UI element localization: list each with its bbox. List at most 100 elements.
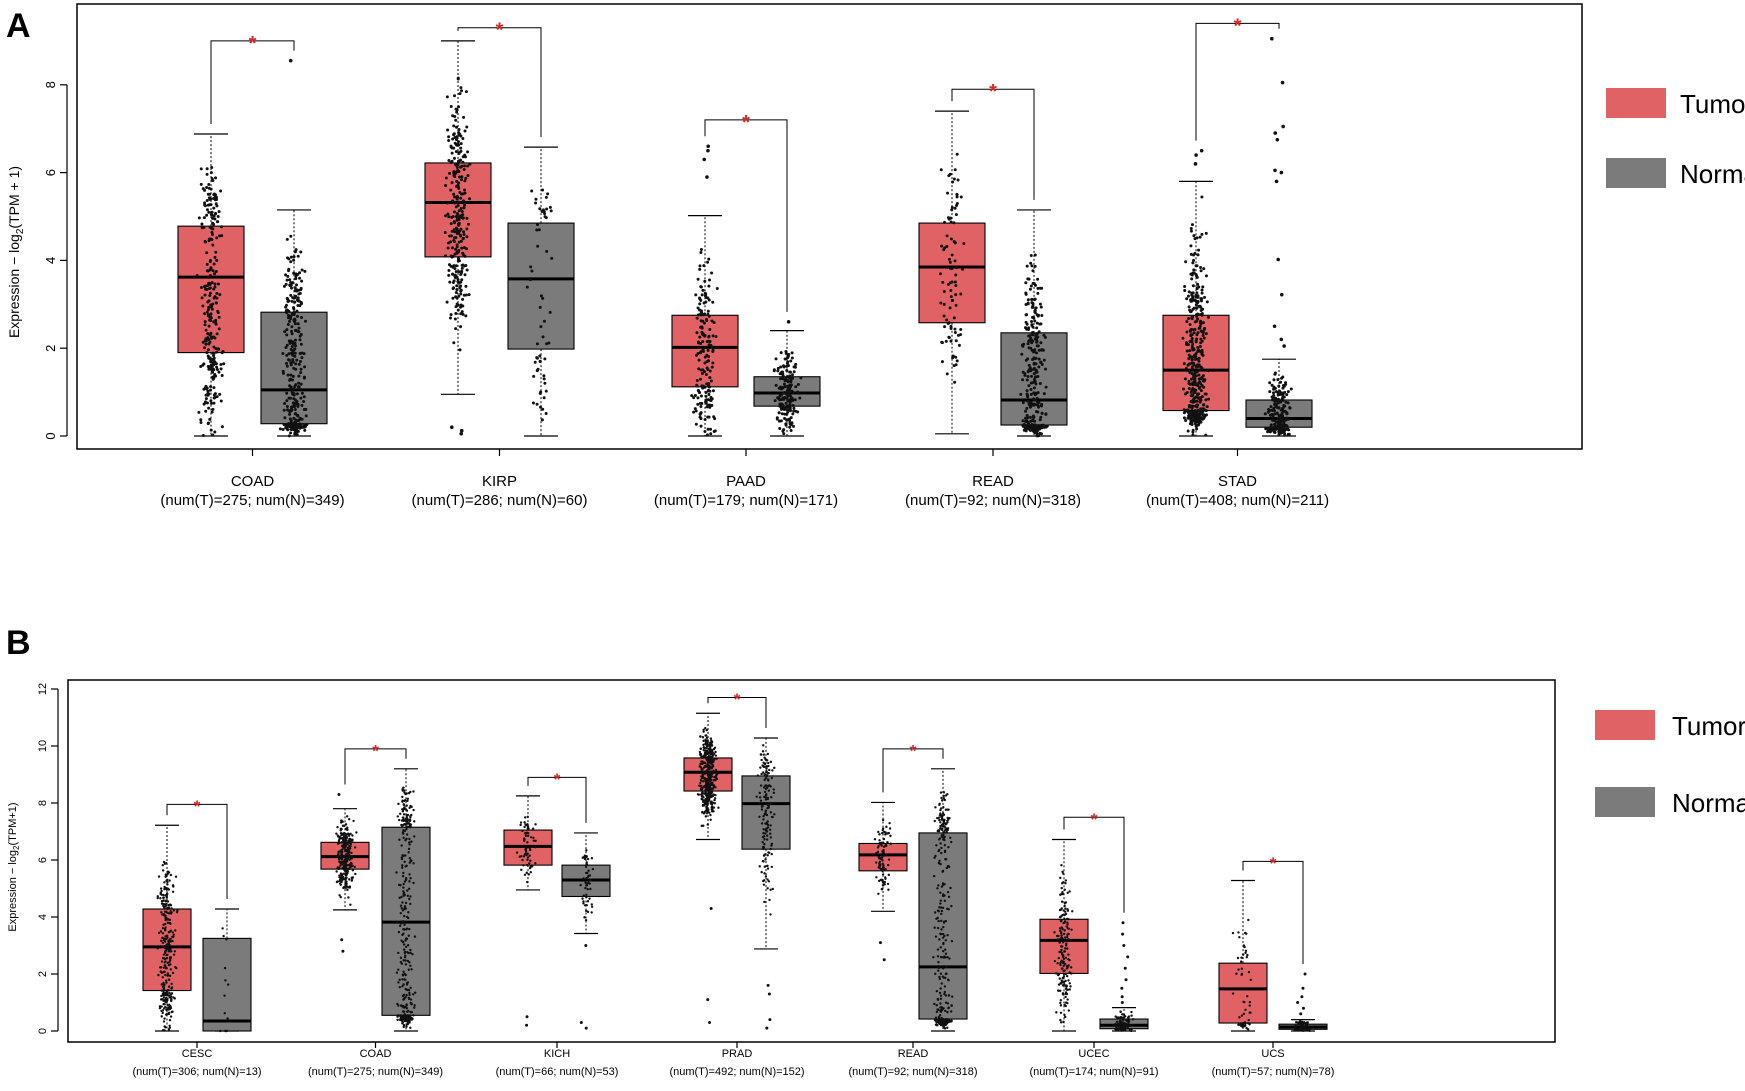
data-point bbox=[1059, 929, 1062, 933]
data-point bbox=[707, 789, 710, 792]
outlier-point bbox=[1194, 153, 1198, 157]
data-point bbox=[1037, 330, 1041, 334]
outlier-point bbox=[1279, 337, 1284, 342]
data-point bbox=[1039, 322, 1043, 326]
data-point bbox=[406, 1010, 409, 1013]
data-point bbox=[773, 766, 776, 770]
data-point bbox=[941, 932, 945, 936]
data-point bbox=[225, 938, 228, 941]
data-point bbox=[1195, 291, 1199, 295]
data-point bbox=[717, 806, 720, 809]
data-point bbox=[463, 129, 467, 133]
data-point bbox=[203, 386, 207, 390]
data-point bbox=[709, 395, 713, 399]
data-point bbox=[454, 270, 458, 274]
data-point bbox=[450, 151, 454, 155]
data-point bbox=[712, 760, 715, 763]
data-point bbox=[1059, 951, 1063, 954]
data-point bbox=[398, 924, 402, 927]
data-point bbox=[949, 1020, 952, 1023]
data-point bbox=[207, 281, 211, 285]
data-point bbox=[937, 884, 940, 887]
data-point bbox=[459, 146, 463, 150]
data-point bbox=[943, 835, 946, 839]
data-point bbox=[704, 765, 707, 768]
data-point bbox=[340, 857, 344, 861]
data-point bbox=[1191, 261, 1195, 265]
data-point bbox=[766, 804, 770, 807]
data-point bbox=[772, 791, 776, 795]
data-point bbox=[529, 870, 533, 874]
data-point bbox=[947, 864, 950, 868]
data-point bbox=[1039, 404, 1043, 408]
data-point bbox=[1190, 365, 1194, 369]
significance-star: * bbox=[194, 797, 201, 816]
data-point bbox=[294, 294, 298, 298]
data-point bbox=[1268, 381, 1272, 385]
legend-b-normal-swatch bbox=[1595, 787, 1655, 817]
significance-bracket bbox=[1195, 22, 1280, 141]
data-point bbox=[452, 133, 456, 137]
data-point bbox=[763, 756, 766, 759]
data-point bbox=[519, 823, 522, 827]
data-point bbox=[453, 141, 457, 145]
data-point bbox=[934, 972, 937, 976]
data-point bbox=[942, 936, 945, 939]
data-point bbox=[705, 405, 709, 409]
data-point bbox=[1196, 282, 1200, 286]
data-point bbox=[1121, 1013, 1124, 1016]
data-point bbox=[1028, 403, 1032, 407]
data-point bbox=[783, 357, 787, 361]
data-point bbox=[710, 751, 713, 754]
data-point bbox=[208, 291, 212, 295]
data-point bbox=[888, 827, 892, 830]
data-point bbox=[711, 794, 715, 798]
data-point bbox=[1038, 286, 1042, 290]
data-point bbox=[1187, 290, 1191, 294]
data-point bbox=[1030, 341, 1034, 345]
data-point bbox=[1036, 286, 1040, 290]
data-point bbox=[465, 125, 469, 129]
data-point bbox=[1200, 350, 1204, 354]
data-point bbox=[1067, 1009, 1071, 1012]
data-point bbox=[216, 214, 220, 218]
data-point bbox=[293, 329, 297, 333]
data-point bbox=[951, 356, 955, 360]
data-point bbox=[175, 911, 179, 914]
legend-b-normal-label: Normal bbox=[1672, 788, 1745, 818]
data-point bbox=[764, 758, 767, 761]
data-point bbox=[341, 833, 345, 836]
data-point bbox=[941, 894, 945, 898]
data-point bbox=[340, 880, 343, 884]
data-point bbox=[696, 793, 700, 796]
data-point bbox=[462, 168, 466, 172]
data-point bbox=[588, 897, 591, 900]
data-point bbox=[300, 391, 304, 395]
data-point bbox=[1278, 389, 1282, 393]
data-point bbox=[762, 818, 765, 821]
data-point bbox=[702, 812, 706, 815]
data-point bbox=[707, 343, 711, 347]
data-point bbox=[455, 227, 459, 231]
data-point bbox=[402, 1023, 406, 1027]
data-point bbox=[539, 294, 543, 298]
data-point bbox=[770, 844, 773, 847]
data-point bbox=[699, 377, 703, 381]
data-point bbox=[285, 333, 289, 337]
data-point bbox=[949, 1010, 953, 1013]
data-point bbox=[203, 323, 207, 327]
data-point bbox=[1061, 937, 1064, 941]
data-point bbox=[1284, 423, 1288, 427]
data-point bbox=[294, 277, 298, 281]
significance-bracket bbox=[527, 776, 587, 823]
data-point bbox=[339, 895, 343, 899]
data-point bbox=[767, 851, 770, 854]
data-point bbox=[303, 365, 307, 369]
data-point bbox=[409, 1026, 412, 1029]
data-point bbox=[779, 377, 783, 381]
data-point bbox=[781, 429, 785, 433]
data-point bbox=[946, 1026, 949, 1029]
data-point bbox=[161, 976, 164, 979]
data-point bbox=[532, 836, 535, 840]
data-point bbox=[206, 332, 210, 336]
